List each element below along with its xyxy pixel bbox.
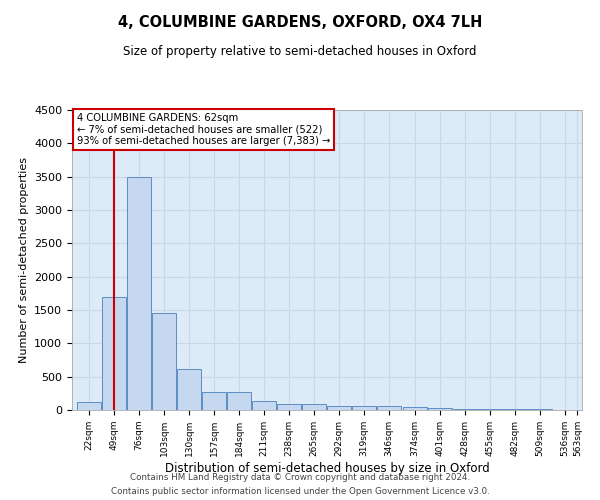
Bar bbox=[327, 406, 351, 410]
X-axis label: Distribution of semi-detached houses by size in Oxford: Distribution of semi-detached houses by … bbox=[164, 462, 490, 474]
Bar bbox=[102, 296, 126, 410]
Bar bbox=[453, 408, 477, 410]
Text: Size of property relative to semi-detached houses in Oxford: Size of property relative to semi-detach… bbox=[123, 45, 477, 58]
Bar bbox=[252, 400, 276, 410]
Bar bbox=[227, 392, 251, 410]
Bar bbox=[127, 176, 151, 410]
Bar bbox=[478, 409, 502, 410]
Bar bbox=[352, 406, 376, 410]
Text: Contains public sector information licensed under the Open Government Licence v3: Contains public sector information licen… bbox=[110, 488, 490, 496]
Bar bbox=[77, 402, 101, 410]
Bar bbox=[202, 392, 226, 410]
Bar bbox=[277, 404, 301, 410]
Text: 4 COLUMBINE GARDENS: 62sqm
← 7% of semi-detached houses are smaller (522)
93% of: 4 COLUMBINE GARDENS: 62sqm ← 7% of semi-… bbox=[77, 113, 331, 146]
Text: 4, COLUMBINE GARDENS, OXFORD, OX4 7LH: 4, COLUMBINE GARDENS, OXFORD, OX4 7LH bbox=[118, 15, 482, 30]
Bar bbox=[152, 314, 176, 410]
Bar bbox=[302, 404, 326, 410]
Bar bbox=[403, 408, 427, 410]
Text: Contains HM Land Registry data © Crown copyright and database right 2024.: Contains HM Land Registry data © Crown c… bbox=[130, 472, 470, 482]
Y-axis label: Number of semi-detached properties: Number of semi-detached properties bbox=[19, 157, 29, 363]
Bar bbox=[377, 406, 401, 410]
Bar bbox=[428, 408, 452, 410]
Bar bbox=[177, 368, 201, 410]
